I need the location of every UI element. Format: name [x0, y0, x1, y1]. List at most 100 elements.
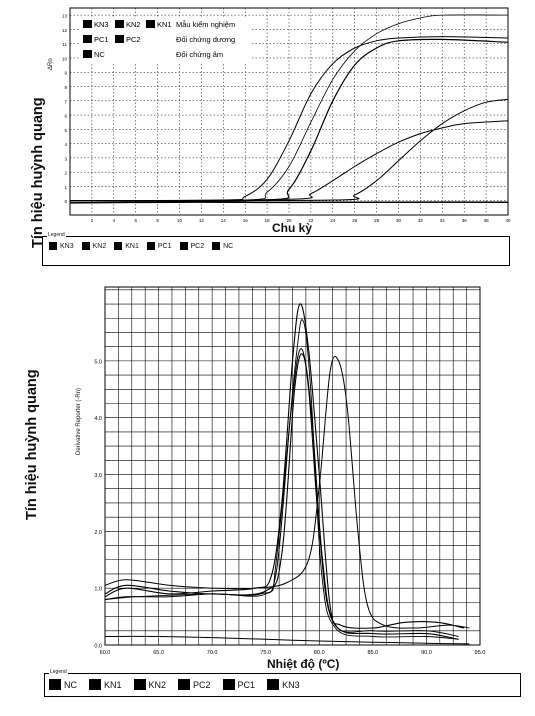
- top-x-tick-label: 24: [330, 218, 336, 223]
- top-x-tick-label: 2: [91, 218, 94, 223]
- inset-label-pc2: PC2: [126, 35, 141, 44]
- top-y-tick-label: 5: [64, 128, 67, 133]
- inset-swatch-kn3: [83, 20, 92, 28]
- top-x-tick-label: 8: [156, 218, 159, 223]
- bottom-series: [104, 303, 470, 645]
- bottom-legend-item-kn3: KN3: [267, 679, 312, 690]
- top-legend-label: PC2: [190, 242, 205, 250]
- bottom-legend-label: PC2: [193, 679, 211, 690]
- inset-swatch-kn2: [115, 20, 124, 28]
- bottom-plot-frame: [104, 286, 481, 646]
- bottom-y-tick-label: 5.0: [94, 359, 102, 365]
- bottom-series-line-5: [104, 355, 470, 629]
- top-x-tick-label: 20: [286, 218, 292, 223]
- bottom-legend-item-pc2: PC2: [178, 679, 223, 690]
- inset-note-positive: Đối chứng dương: [176, 35, 235, 44]
- bottom-legend-swatch: [222, 679, 235, 690]
- bottom-y-tick-label: 2.0: [94, 530, 102, 536]
- inset-label-kn2: KN2: [126, 20, 141, 29]
- inset-label-pc1: PC1: [94, 35, 109, 44]
- top-x-tick-label: 10: [177, 218, 183, 223]
- top-plot-frame: [69, 7, 509, 216]
- bottom-ticks: 60.0 65.0 70.0 75.0 80.0 85.0 90.0 95.0 0.0 1.0 2.…: [94, 359, 485, 656]
- top-series-line-3: [69, 120, 509, 202]
- top-x-tick-label: 18: [265, 218, 271, 223]
- bottom-x-tick-label: 70.0: [207, 650, 218, 656]
- bottom-x-tick-label: 95.0: [475, 650, 486, 656]
- bottom-grid: [104, 287, 481, 646]
- top-legend-item-kn1: KN1: [114, 242, 147, 250]
- top-legend-title: Legend: [47, 232, 66, 238]
- bottom-legend-item-kn1: KN1: [89, 679, 134, 690]
- top-y-tick-label: 0: [64, 199, 67, 204]
- top-x-tick-label: 26: [352, 218, 358, 223]
- bottom-legend-item-kn2: KN2: [133, 679, 179, 690]
- top-y-tick-label: 2: [64, 171, 67, 176]
- bottom-series-line-2: [104, 353, 459, 640]
- top-x-tick-label: 38: [484, 218, 490, 223]
- top-y-tick-label: 9: [64, 71, 67, 76]
- bottom-y-tick-label: 1.0: [94, 587, 102, 593]
- top-legend-label: KN1: [125, 242, 139, 250]
- bottom-series-line-1: [104, 303, 465, 629]
- bottom-y-tick-label: 4.0: [94, 416, 102, 422]
- top-y-tick-label: 1: [64, 185, 67, 190]
- top-legend-swatch: [114, 242, 123, 250]
- top-legend-swatch: [49, 242, 57, 250]
- top-legend-label: KN2: [92, 242, 107, 250]
- top-x-tick-label: 6: [134, 218, 137, 223]
- top-legend-swatch: [146, 242, 155, 250]
- top-y-tick-label: 8: [64, 85, 67, 90]
- top-amplification-chart: 2 4 6 8 10 12 14 16 18 20 22 24 26 28 30 32 34 36 38 400123…: [62, 7, 511, 223]
- inset-note-negative: Đối chứng âm: [176, 50, 223, 59]
- bottom-legend-swatch: [49, 679, 61, 690]
- inset-label-nc: NC: [94, 50, 105, 59]
- bottom-series-line-0: [104, 635, 470, 645]
- bottom-legend-title: Legend: [49, 669, 68, 675]
- inset-label-kn1: KN1: [157, 20, 172, 29]
- top-y-tick-label: 11: [62, 42, 67, 47]
- top-series: [69, 14, 509, 204]
- top-series-line-4: [69, 98, 509, 202]
- bottom-legend-swatch: [89, 679, 101, 690]
- bottom-series-line-3: [104, 348, 459, 637]
- top-legend-item-nc: NC: [212, 242, 241, 250]
- top-ticks: 2 4 6 8 10 12 14 16 18 20 22 24 26 28 30 32 34 36 38 400123…: [62, 14, 511, 223]
- top-legend-label: KN3: [60, 242, 74, 250]
- bottom-legend-label: PC1: [237, 679, 256, 690]
- bottom-legend-label: KN2: [148, 679, 167, 690]
- inset-note-test: Mẫu kiểm nghiệm: [176, 20, 235, 29]
- top-legend: Legend KN3 KN2 KN1 PC1 PC2 NC: [42, 232, 510, 266]
- top-x-tick-label: 28: [374, 218, 380, 223]
- bottom-legend-swatch: [267, 679, 280, 690]
- top-inset-legend-box: [79, 17, 250, 64]
- inset-swatch-pc2: [115, 35, 124, 43]
- top-y-tick-label: 3: [64, 156, 67, 161]
- top-legend-label: PC1: [157, 242, 172, 250]
- bottom-legend-label: KN3: [282, 679, 300, 690]
- bottom-x-tick-label: 85.0: [367, 650, 378, 656]
- top-x-tick-label: 14: [221, 218, 227, 223]
- top-series-line-0: [69, 36, 509, 202]
- bottom-legend-label: KN1: [104, 679, 122, 690]
- top-inset-legend: KN3 KN2 KN1 Mẫu kiểm nghiệm PC1 PC2 Đối …: [83, 20, 235, 59]
- bottom-y-tick-label: 0.0: [94, 644, 102, 650]
- bottom-y-tick-label: 3.0: [94, 473, 102, 479]
- top-legend-label: NC: [223, 242, 234, 250]
- bottom-legend-swatch: [133, 679, 146, 690]
- top-series-line-5: [69, 201, 509, 204]
- top-series-line-1: [69, 14, 509, 202]
- top-y-tick-label: 6: [64, 114, 67, 119]
- inset-swatch-nc: [83, 50, 92, 58]
- top-legend-swatch: [212, 242, 221, 250]
- top-y-tick-label: 10: [62, 56, 68, 61]
- top-legend-item-pc2: PC2: [179, 242, 213, 250]
- bottom-melt-curve-chart: 60.0 65.0 70.0 75.0 80.0 85.0 90.0 95.0 0.0 1.0 2.…: [94, 286, 485, 656]
- top-y-tick-label: 7: [64, 99, 67, 104]
- top-legend-item-kn3: KN3: [49, 242, 82, 250]
- top-legend-swatch: [179, 242, 188, 250]
- bottom-legend-item-nc: NC: [49, 679, 89, 690]
- bottom-x-tick-label: 80.0: [314, 650, 325, 656]
- inset-swatch-kn1: [146, 20, 155, 28]
- bottom-series-line-4: [104, 319, 459, 640]
